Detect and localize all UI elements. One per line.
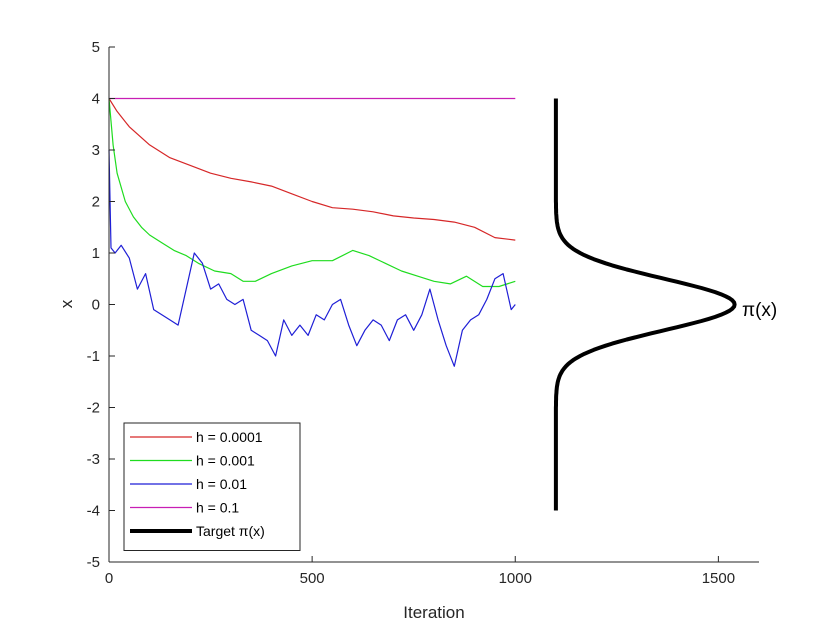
y-tick-label: 5 xyxy=(92,39,100,56)
y-tick-label: 4 xyxy=(92,91,100,108)
legend: h = 0.0001 h = 0.001 h = 0.01 h = 0.1 Target… xyxy=(123,422,301,551)
series-line-2 xyxy=(108,98,516,288)
y-axis-label: x xyxy=(57,299,76,308)
y-tick-label: -1 xyxy=(87,348,100,365)
target-density-line xyxy=(553,98,737,511)
y-tick-label: 2 xyxy=(92,194,100,211)
target-annotation: π(x) xyxy=(742,300,777,321)
y-tick-label: 3 xyxy=(92,142,100,159)
legend-label-2: h = 0.001 xyxy=(196,453,255,469)
legend-label-1: h = 0.0001 xyxy=(196,429,263,445)
legend-label-5: Target π(x) xyxy=(196,523,265,539)
series-line-3 xyxy=(108,149,516,367)
x-axis-label: Iteration xyxy=(403,603,464,622)
series-line-1 xyxy=(108,98,516,241)
legend-box xyxy=(123,422,301,551)
y-tick-label: -5 xyxy=(87,554,100,571)
x-tick-label: 0 xyxy=(105,570,113,587)
x-tick-label: 1000 xyxy=(499,570,532,587)
axes-layer: -5 -4 -3 -2 -1 0 1 2 3 4 5 0 500 1000 1500 xyxy=(87,39,759,587)
y-tick-label: -3 xyxy=(87,451,100,468)
target-layer xyxy=(553,98,737,511)
legend-label-3: h = 0.01 xyxy=(196,476,247,492)
x-tick-label: 1500 xyxy=(702,570,735,587)
y-tick-label: -2 xyxy=(87,400,100,417)
legend-label-4: h = 0.1 xyxy=(196,500,239,516)
series-layer xyxy=(108,97,516,367)
y-tick-label: 1 xyxy=(92,245,100,262)
x-tick-label: 500 xyxy=(300,570,325,587)
y-tick-label: -4 xyxy=(87,503,100,520)
y-tick-label: 0 xyxy=(92,297,100,314)
